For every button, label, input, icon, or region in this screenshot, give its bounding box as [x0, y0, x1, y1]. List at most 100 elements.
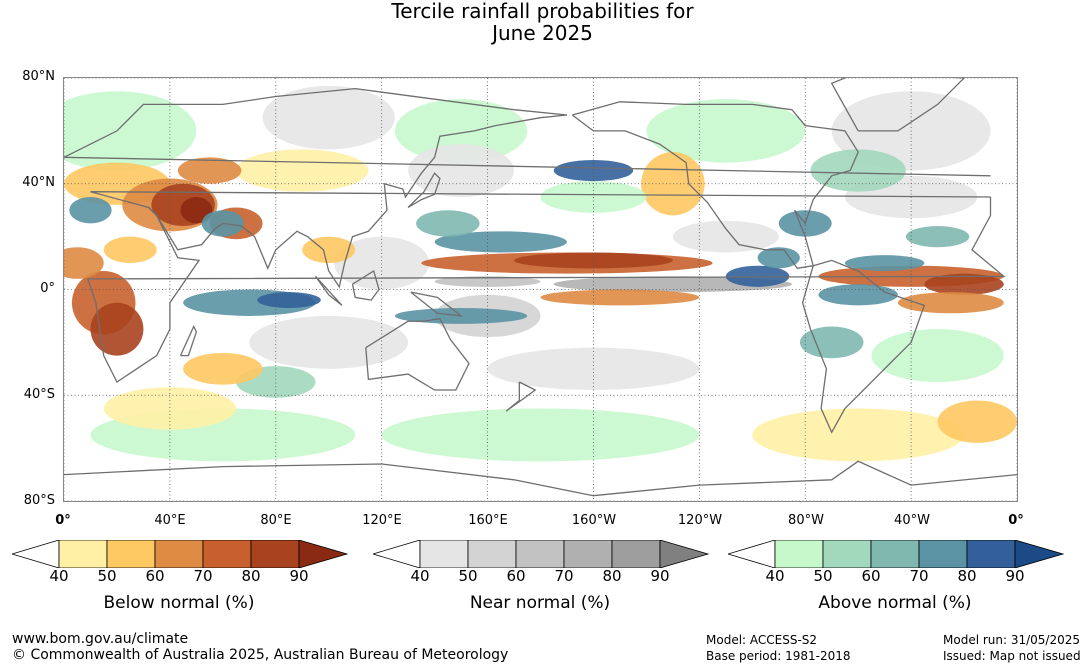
legend-near-title: Near normal (%): [469, 593, 611, 613]
footer-model-run: Model run: 31/05/2025: [943, 633, 1081, 647]
legend-above-swatch-4: [918, 540, 968, 568]
probability-region: [183, 352, 263, 385]
lon-label-0-east: 0°: [1008, 513, 1024, 528]
probability-region: [818, 284, 898, 306]
coastline: [365, 317, 470, 391]
legend-near-tick-70: 70: [554, 567, 574, 585]
lon-label-160w: 160°W: [571, 513, 617, 528]
coastline: [351, 269, 380, 301]
legend-near-normal: [373, 540, 709, 568]
lon-label-120e: 120°E: [362, 513, 402, 528]
coastline: [571, 101, 859, 270]
legend-near-swatch-1: [419, 540, 469, 568]
probability-region: [905, 226, 970, 248]
legend-above-swatch-5: [966, 540, 1016, 568]
probability-region: [180, 196, 213, 224]
map-canvas: [64, 78, 1017, 501]
lat-label-40n: 40°N: [22, 175, 55, 190]
probability-shading: [64, 85, 1017, 462]
probability-region: [257, 292, 321, 309]
probability-region: [641, 152, 705, 216]
probability-region: [924, 273, 1004, 295]
probability-region: [897, 292, 1004, 314]
legend-below-normal: [12, 540, 348, 568]
coastline: [148, 114, 568, 289]
graticule: [64, 78, 1017, 501]
coastlines: [64, 78, 1017, 497]
legend-above-swatch-3: [870, 540, 920, 568]
coastline: [505, 381, 537, 412]
legend-below-title: Below normal (%): [103, 593, 255, 613]
coastline: [407, 172, 441, 209]
footer-website-link[interactable]: www.bom.gov.au/climate: [12, 631, 189, 647]
legend-below-tick-90: 90: [289, 567, 309, 585]
legend-above-title: Above normal (%): [818, 593, 972, 613]
legend-below-bar: [12, 540, 348, 568]
coastline: [64, 87, 991, 177]
probability-region: [725, 265, 790, 287]
lon-label-40w: 40°W: [894, 513, 930, 528]
coastline: [830, 78, 966, 132]
map-title-line2: June 2025: [492, 21, 593, 45]
probability-region: [434, 231, 567, 253]
probability-region: [416, 210, 480, 237]
coastline: [801, 259, 926, 434]
legend-near-bar: [373, 540, 709, 568]
lat-label-40s: 40°S: [23, 387, 55, 402]
legend-below-tick-80: 80: [241, 567, 261, 585]
rainfall-probability-map[interactable]: [63, 77, 1018, 502]
probability-region: [177, 157, 242, 184]
footer-copyright: © Commonwealth of Australia 2025, Austra…: [12, 647, 509, 663]
legend-below-swatch-5: [250, 540, 300, 568]
probability-region: [64, 247, 104, 279]
legend-above-tick-70: 70: [909, 567, 929, 585]
probability-region: [871, 329, 1004, 383]
legend-below-tick-50: 50: [97, 567, 117, 585]
footer-model: Model: ACCESS-S2: [706, 633, 818, 647]
legend-near-tick-40: 40: [410, 567, 430, 585]
legend-below-tick-60: 60: [145, 567, 165, 585]
coastline: [64, 460, 1017, 497]
legend-near-swatch-5: [611, 540, 661, 568]
probability-region: [646, 99, 806, 163]
legend-near-tick-50: 50: [458, 567, 478, 585]
lon-label-40e: 40°E: [154, 513, 186, 528]
legend-below-swatch-2: [106, 540, 156, 568]
legend-above-tick-90: 90: [1005, 567, 1025, 585]
legend-near-tick-80: 80: [602, 567, 622, 585]
probability-region: [381, 408, 700, 462]
legend-above-swatch-2: [822, 540, 872, 568]
probability-region: [69, 196, 112, 224]
probability-region: [844, 255, 925, 271]
legend-near-tick-90: 90: [650, 567, 670, 585]
probability-region: [236, 149, 369, 192]
lon-label-80w: 80°W: [788, 513, 824, 528]
probability-region: [752, 408, 965, 462]
coastline: [179, 325, 198, 357]
probability-region: [394, 99, 528, 163]
legend-below-swatch-3: [154, 540, 204, 568]
legend-above-tick-60: 60: [861, 567, 881, 585]
legend-near-swatch-2: [467, 540, 517, 568]
legend-above-tick-50: 50: [813, 567, 833, 585]
lat-label-80n: 80°N: [22, 69, 55, 84]
coastline: [410, 291, 464, 317]
legend-above-normal: [728, 540, 1064, 568]
coastline: [314, 275, 343, 306]
lon-label-120w: 120°W: [677, 513, 723, 528]
legend-below-swatch-4: [202, 540, 252, 568]
probability-region: [302, 236, 356, 264]
footer-base-period: Base period: 1981-2018: [706, 649, 851, 663]
legend-below-swatch-1: [58, 540, 108, 568]
legend-near-swatch-3: [515, 540, 565, 568]
lat-label-0: 0°: [40, 281, 55, 296]
probability-region: [103, 387, 237, 430]
probability-region: [262, 85, 395, 150]
probability-region: [103, 236, 157, 264]
probability-region: [90, 302, 144, 356]
probability-region: [64, 91, 197, 171]
legend-near-swatch-4: [563, 540, 613, 568]
lon-label-80e: 80°E: [260, 513, 292, 528]
probability-region: [799, 326, 864, 359]
probability-region: [810, 149, 906, 192]
